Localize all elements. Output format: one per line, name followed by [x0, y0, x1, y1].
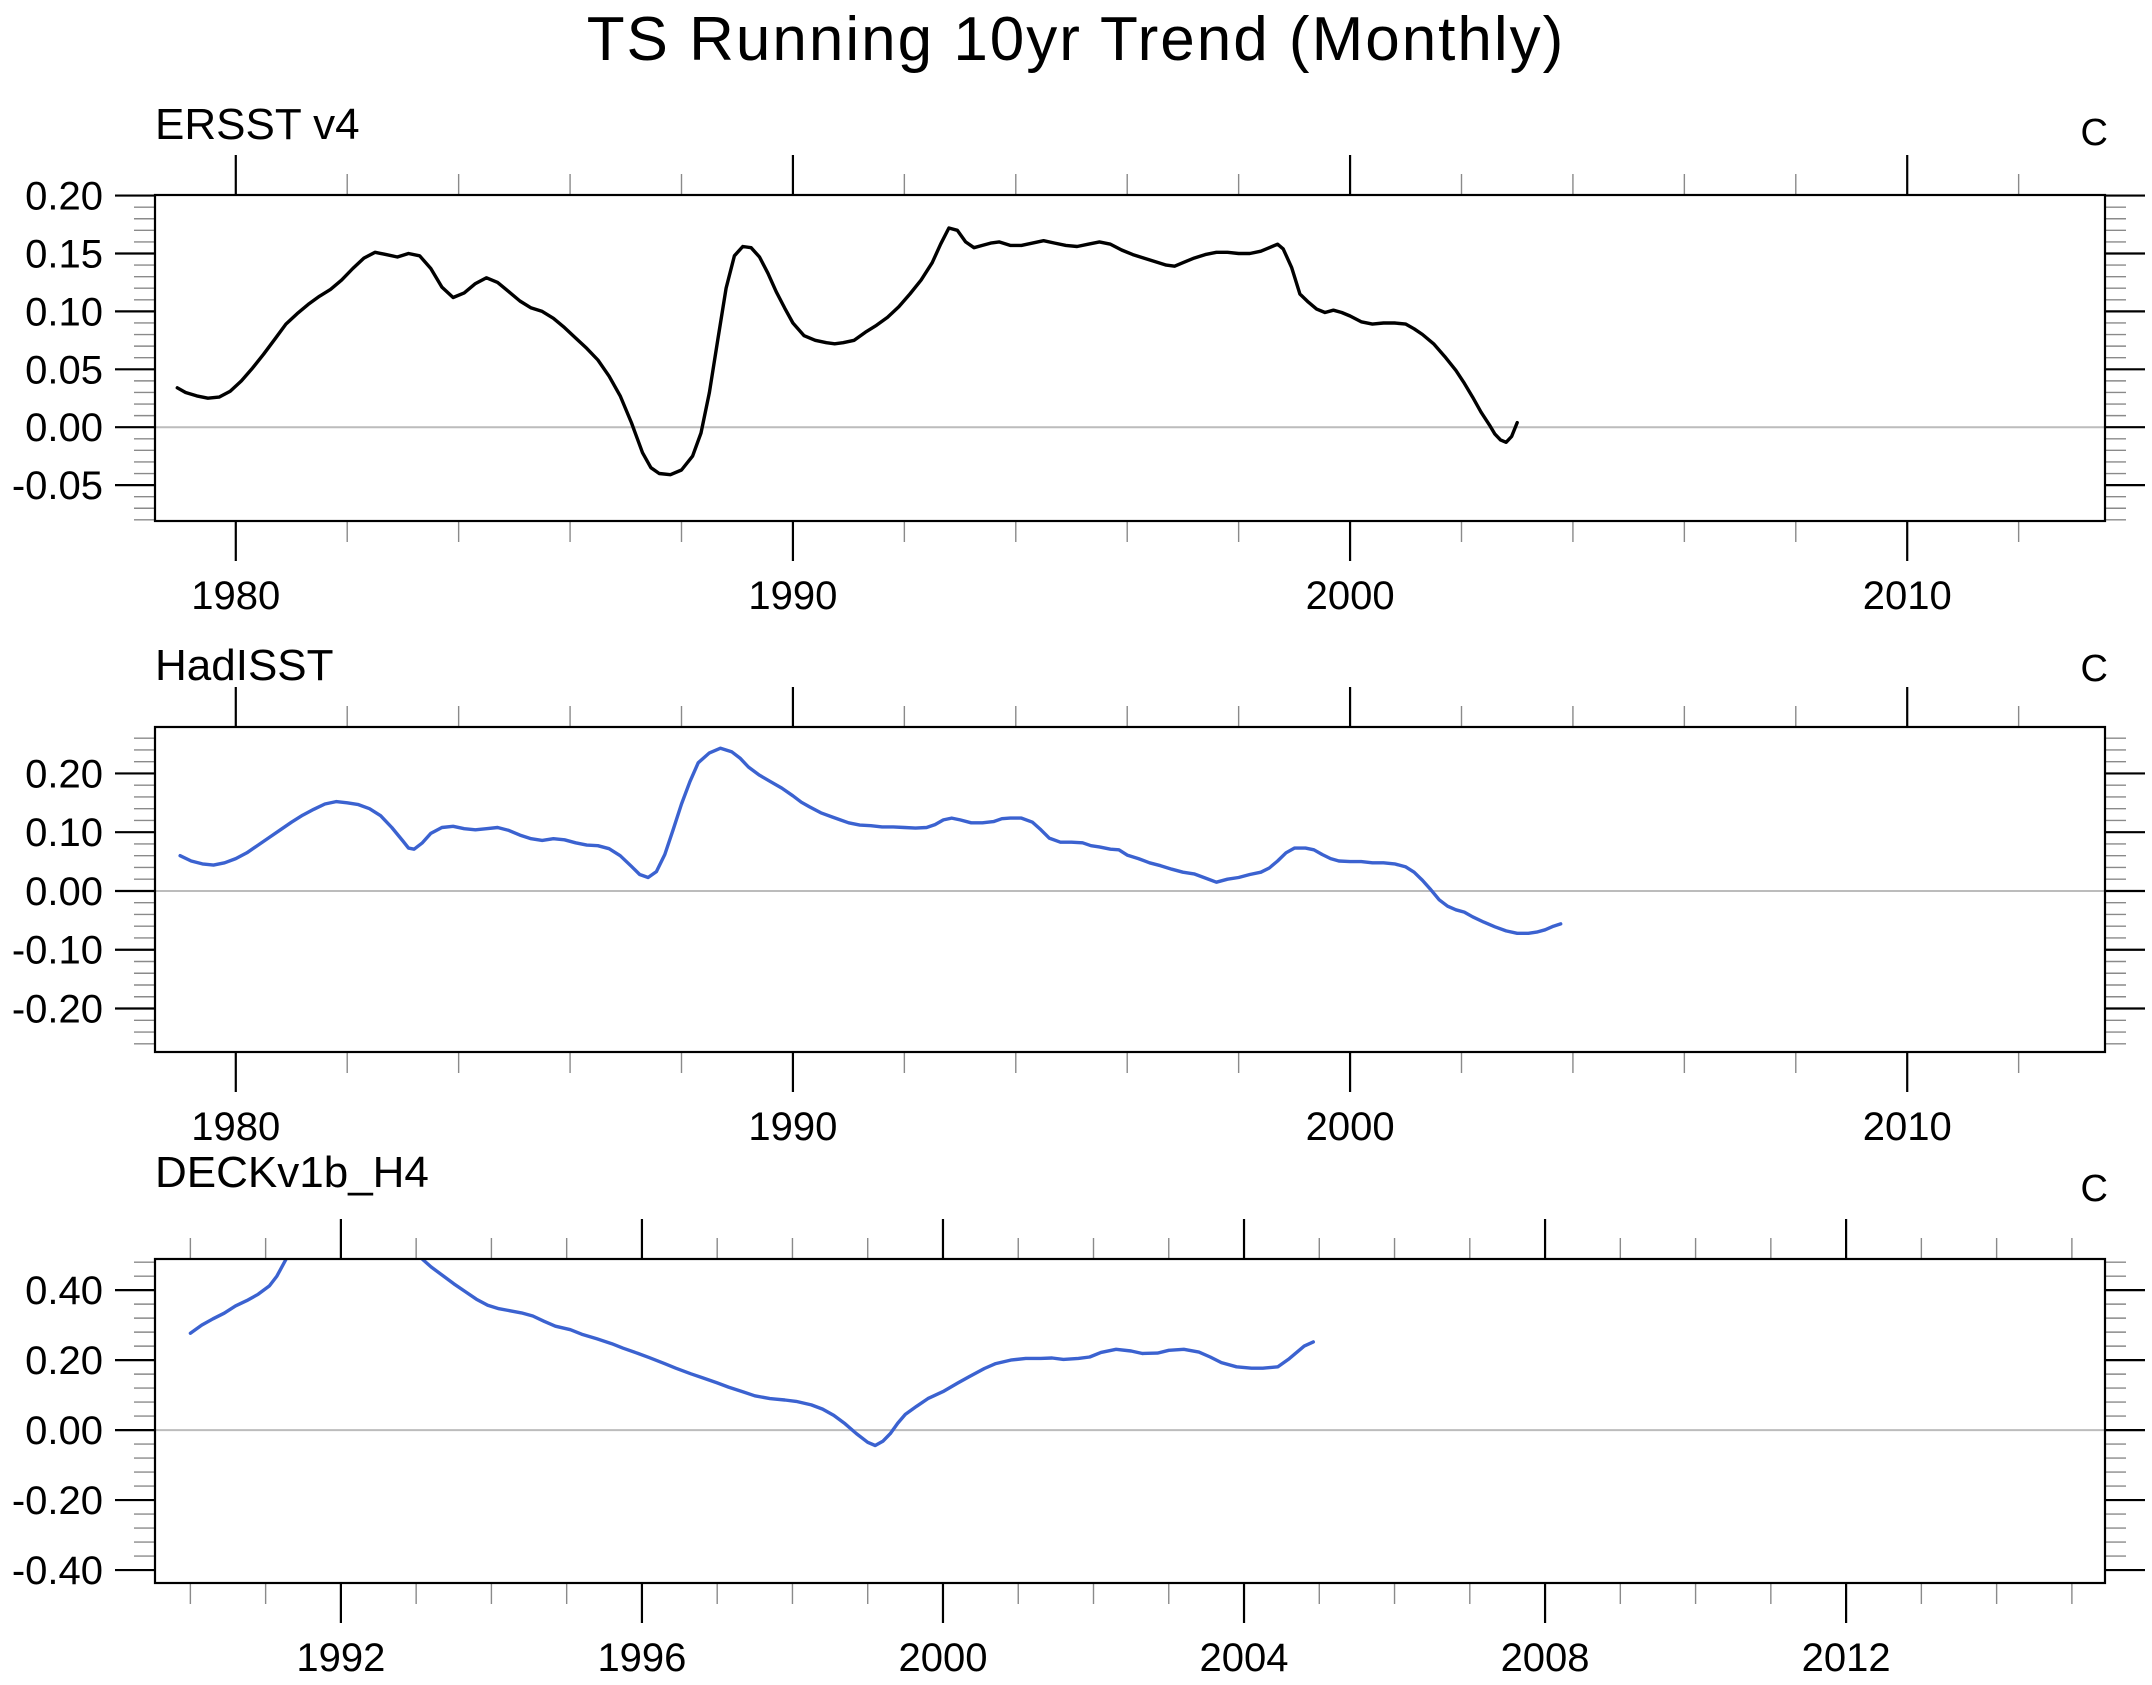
y-tick-label: 0.05: [25, 348, 103, 392]
axis-ticks: [115, 687, 2145, 1092]
y-tick-label: -0.20: [12, 988, 103, 1032]
axis-tick-labels: 1980 1990 2000 2010 0.20 0.10 0.00 -0.10 -0.20: [12, 752, 1952, 1149]
y-tick-label: 0.10: [25, 811, 103, 855]
y-tick-label: -0.40: [12, 1549, 103, 1593]
x-tick-label: 2000: [1306, 574, 1395, 618]
axis-ticks: [115, 1219, 2145, 1623]
plot-frame: [153, 193, 2107, 523]
series-line: [178, 746, 1563, 935]
y-tick-label: -0.10: [12, 929, 103, 973]
axis-tick-labels: 1992 1996 2000 2004 2008 2012 0.40 0.20 0.00 -0.2…: [12, 1269, 1891, 1680]
x-tick-label: 1990: [748, 574, 837, 618]
x-tick-label: 1980: [191, 1105, 280, 1149]
units-label-celsius-panel1: C: [2080, 112, 2108, 154]
panel-title-hadisst: HadISST: [155, 641, 334, 690]
series-line: [175, 226, 1519, 477]
axis-tick-labels: 1980 1990 2000 2010 0.20 0.15 0.10 0.05 0.00 -0.0…: [12, 175, 1952, 618]
y-tick-label: 0.20: [25, 752, 103, 796]
x-tick-label: 1996: [597, 1636, 686, 1680]
x-tick-label: 2008: [1501, 1636, 1590, 1680]
panel-title-ersst-v4: ERSST v4: [155, 100, 360, 149]
x-tick-label: 2000: [1306, 1105, 1395, 1149]
x-tick-label: 1990: [748, 1105, 837, 1149]
y-tick-label: 0.15: [25, 232, 103, 276]
series-line: [188, 1259, 1316, 1448]
x-tick-label: 2010: [1863, 574, 1952, 618]
panel-hadisst: 1980 1990 2000 2010 0.20 0.10 0.00 -0.10 -0.20: [12, 687, 2145, 1149]
y-tick-label: 0.40: [25, 1269, 103, 1313]
plot-frame: [153, 725, 2107, 1054]
panel-ersst-v4: 1980 1990 2000 2010 0.20 0.15 0.10 0.05 0.00 -0.0…: [12, 155, 2145, 618]
page-title: TS Running 10yr Trend (Monthly): [586, 5, 1566, 74]
y-tick-label: 0.00: [25, 406, 103, 450]
y-tick-label: 0.20: [25, 1339, 103, 1383]
x-tick-label: 2000: [898, 1636, 987, 1680]
x-tick-label: 1992: [296, 1636, 385, 1680]
units-label-celsius-panel2: C: [2080, 648, 2108, 690]
y-tick-label: 0.00: [25, 1409, 103, 1453]
y-tick-label: 0.10: [25, 290, 103, 334]
y-tick-label: 0.20: [25, 175, 103, 219]
panel-title-deckv1b-h4: DECKv1b_H4: [155, 1148, 429, 1197]
units-label-celsius-panel3: C: [2080, 1168, 2108, 1210]
y-tick-label: 0.00: [25, 870, 103, 914]
y-tick-label: -0.05: [12, 464, 103, 508]
x-tick-label: 2010: [1863, 1105, 1952, 1149]
plot-frame: [153, 1257, 2107, 1585]
x-tick-label: 2012: [1802, 1636, 1891, 1680]
panel-deckv1b-h4: 1992 1996 2000 2004 2008 2012 0.40 0.20 0.00 -0.2…: [12, 1219, 2145, 1680]
x-tick-label: 2004: [1200, 1636, 1289, 1680]
y-tick-label: -0.20: [12, 1479, 103, 1523]
x-tick-label: 1980: [191, 574, 280, 618]
axis-ticks: [115, 155, 2145, 561]
